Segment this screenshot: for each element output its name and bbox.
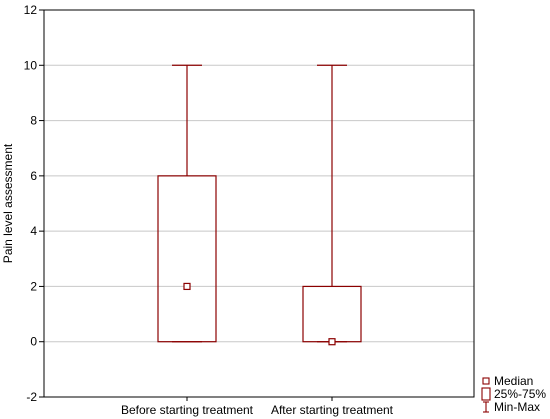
median-marker xyxy=(183,282,191,291)
legend-item: Median xyxy=(482,374,533,388)
y-tick-label: 12 xyxy=(24,3,38,17)
y-tick-label: 4 xyxy=(30,224,37,238)
median-legend-icon xyxy=(482,377,490,385)
y-tick-label: -2 xyxy=(26,390,37,404)
y-tick-label: 6 xyxy=(30,169,37,183)
legend-item: 25%-75% xyxy=(481,387,546,401)
category-label: After starting treatment xyxy=(271,403,394,417)
y-tick-label: 10 xyxy=(24,58,38,72)
x-axis: Before starting treatment After starting … xyxy=(121,397,394,417)
iqr-box xyxy=(157,175,217,343)
legend-label: 25%-75% xyxy=(494,387,546,401)
y-axis: -2 0 2 4 6 8 10 12 xyxy=(24,3,44,404)
box-legend-icon xyxy=(481,387,491,401)
box-group xyxy=(157,64,217,343)
y-tick-label: 2 xyxy=(30,279,37,293)
category-label: Before starting treatment xyxy=(121,403,254,417)
boxes xyxy=(157,64,362,346)
legend-label: Min-Max xyxy=(494,400,540,414)
grid-lines xyxy=(44,64,474,343)
plot-frame xyxy=(43,9,475,398)
median-marker xyxy=(328,338,336,346)
box-group xyxy=(302,64,362,346)
legend-label: Median xyxy=(494,374,533,388)
legend-item: Min-Max xyxy=(483,400,540,414)
y-tick-label: 0 xyxy=(30,335,37,349)
y-axis-label: Pain level assessment xyxy=(1,143,15,263)
y-tick-label: 8 xyxy=(30,114,37,128)
